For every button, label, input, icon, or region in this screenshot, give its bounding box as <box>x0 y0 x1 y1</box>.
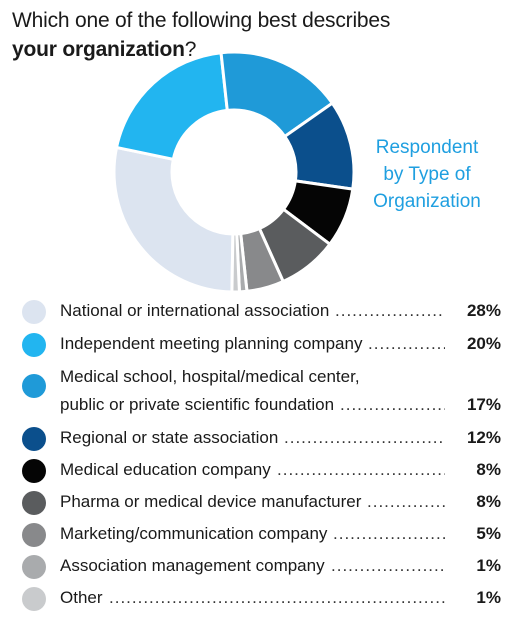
legend-row: Pharma or medical device manufacturer...… <box>0 487 529 517</box>
legend-percentage: 12% <box>466 428 501 447</box>
title-question-mark: ? <box>184 38 197 61</box>
legend-swatch <box>22 587 46 611</box>
donut-chart <box>112 50 356 294</box>
donut-slice-2 <box>114 51 229 162</box>
title-line-2: your organization? <box>12 35 492 64</box>
legend-percentage: 17% <box>466 395 501 414</box>
legend-label: Regional or state association <box>60 428 279 447</box>
side-label-line-1: Respondent <box>375 137 479 158</box>
legend-row: Association management company..........… <box>0 551 529 581</box>
side-label-line-2: by Type of <box>383 164 471 185</box>
legend-row: Regional or state association...........… <box>0 423 529 453</box>
leader-dots: ........................................… <box>109 588 445 607</box>
legend-swatch <box>22 427 46 451</box>
title-emphasis: your organization <box>12 38 185 61</box>
legend-row: Medical school, hospital/medical center,… <box>0 362 529 414</box>
legend-row: National or international association...… <box>0 296 529 326</box>
legend-swatch <box>22 555 46 579</box>
donut-side-label: Respondent by Type of Organization <box>352 134 502 215</box>
legend-swatch <box>22 333 46 357</box>
legend-percentage: 1% <box>476 588 501 607</box>
donut-slice-9 <box>230 232 242 294</box>
leader-dots: ........................................… <box>335 301 445 320</box>
legend-swatch <box>22 374 46 398</box>
legend-percentage: 20% <box>466 334 501 353</box>
leader-dots: ........................................… <box>333 524 445 543</box>
leader-dots: ........................................… <box>331 556 445 575</box>
leader-dots: ........................................… <box>340 395 445 414</box>
legend-row: Independent meeting planning company....… <box>0 329 529 359</box>
legend-percentage: 8% <box>476 492 501 511</box>
legend-label: Pharma or medical device manufacturer <box>60 492 362 511</box>
chart-title: Which one of the following best describe… <box>12 6 492 64</box>
leader-dots: ........................................… <box>368 334 445 353</box>
legend-label: Association management company <box>60 556 325 575</box>
legend-label: Independent meeting planning company <box>60 334 363 353</box>
side-label-line-3: Organization <box>373 191 481 212</box>
legend-label: Other <box>60 588 103 607</box>
legend-label: Marketing/communication company <box>60 524 328 543</box>
legend-percentage: 8% <box>476 460 501 479</box>
legend-row: Other...................................… <box>0 583 529 613</box>
legend-label: National or international association <box>60 301 330 320</box>
legend-swatch <box>22 459 46 483</box>
legend-label: Medical education company <box>60 460 271 479</box>
legend-swatch <box>22 491 46 515</box>
leader-dots: ........................................… <box>277 460 445 479</box>
leader-dots: ........................................… <box>367 492 445 511</box>
legend-label: Medical school, hospital/medical center, <box>60 367 360 386</box>
legend-swatch <box>22 300 46 324</box>
legend-percentage: 1% <box>476 556 501 575</box>
leader-dots: ........................................… <box>284 428 445 447</box>
legend-percentage: 28% <box>466 301 501 320</box>
legend-row: Marketing/communication company.........… <box>0 519 529 549</box>
legend-row: Medical education company...............… <box>0 455 529 485</box>
donut-slice-1 <box>112 145 235 294</box>
legend-label: public or private scientific foundation <box>60 395 335 414</box>
legend-swatch <box>22 523 46 547</box>
title-line-1: Which one of the following best describe… <box>12 9 391 32</box>
legend-percentage: 5% <box>476 524 501 543</box>
